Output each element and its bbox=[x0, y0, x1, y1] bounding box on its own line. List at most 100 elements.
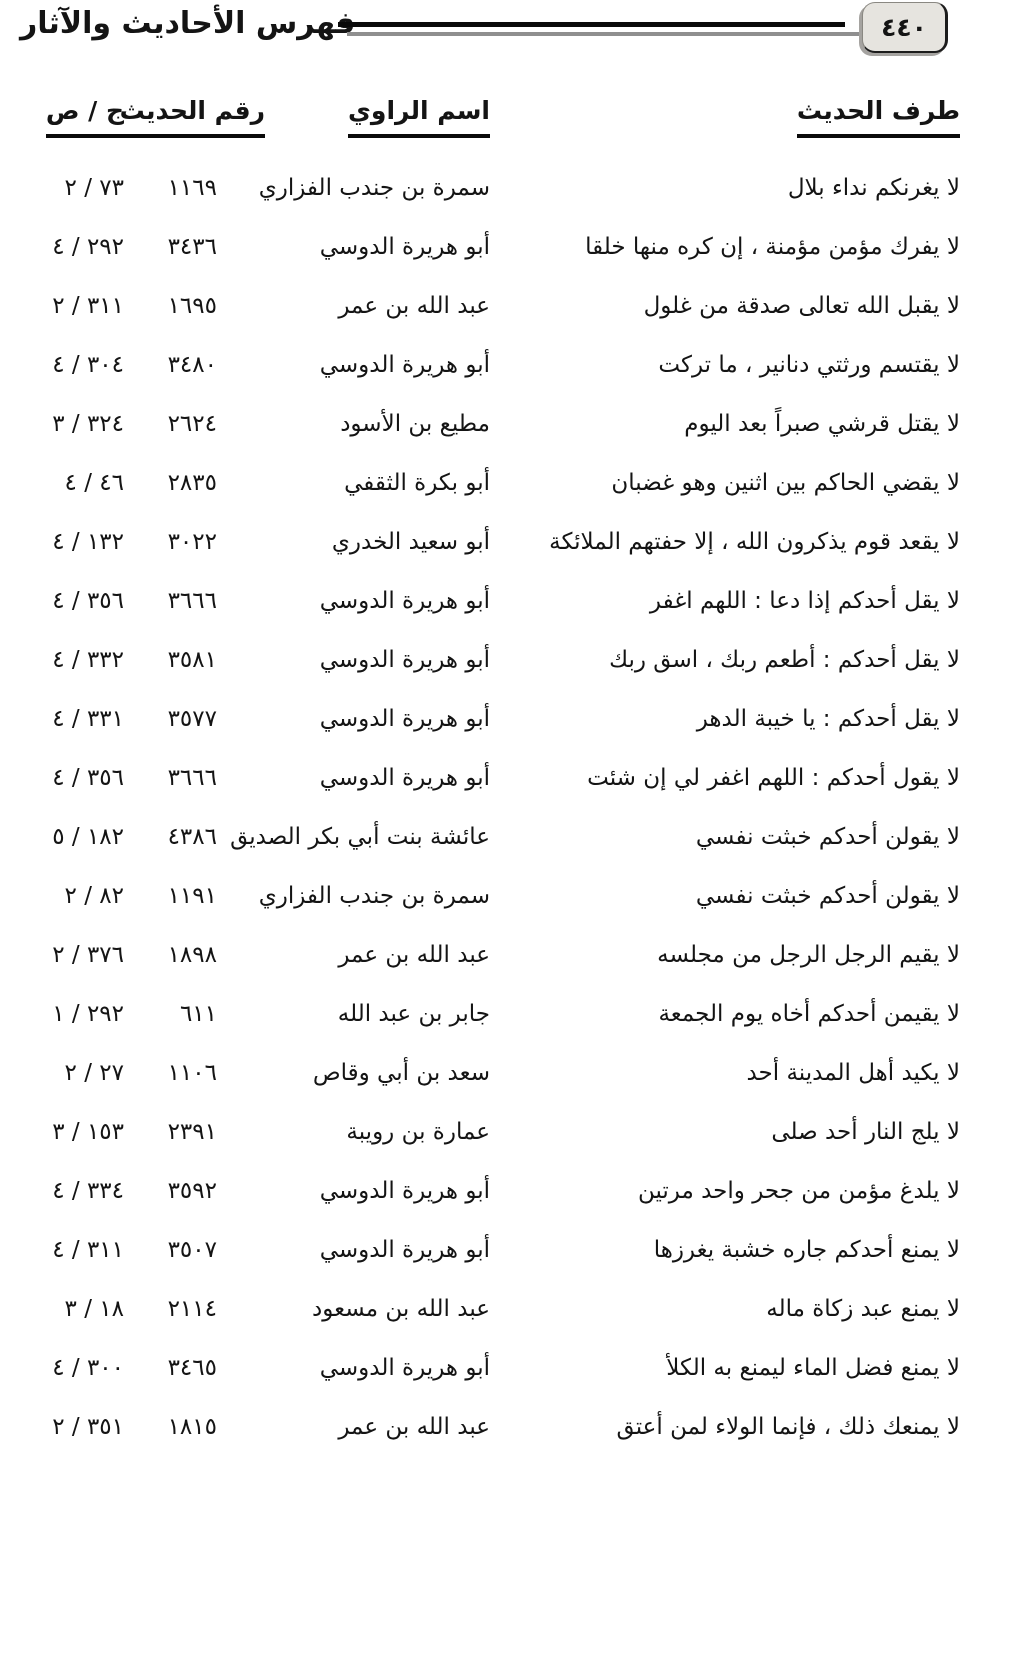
hadith-number-cell: ٤٣٨٦ bbox=[167, 823, 217, 850]
hadith-text-cell: لا يقضي الحاكم بين اثنين وهو غضبان bbox=[611, 469, 960, 496]
hadith-number-cell: ٣٦٦٦ bbox=[167, 587, 217, 614]
narrator-cell: أبو هريرة الدوسي bbox=[319, 1354, 490, 1381]
column-header-hadith: طرف الحديث bbox=[490, 96, 960, 138]
column-header-volume-page: ج / ص bbox=[36, 96, 124, 138]
table-row: لا يقولن أحدكم خبثت نفسي سمرة بن جندب ال… bbox=[0, 866, 1010, 925]
table-row: لا يقيم الرجل الرجل من مجلسه عبد الله بن… bbox=[0, 925, 1010, 984]
table-row: لا يمنع فضل الماء ليمنع به الكلأ أبو هري… bbox=[0, 1338, 1010, 1397]
column-header-narrator: اسم الراوي bbox=[265, 96, 490, 138]
volume-page-cell: ٣١١ / ٢ bbox=[52, 292, 124, 319]
narrator-cell: مطيع بن الأسود bbox=[340, 410, 490, 437]
hadith-text-cell: لا يمنع أحدكم جاره خشبة يغرزها bbox=[653, 1236, 960, 1263]
volume-page-cell: ٣٥١ / ٢ bbox=[52, 1413, 124, 1440]
narrator-cell: أبو هريرة الدوسي bbox=[319, 1177, 490, 1204]
hadith-number-cell: ١١٩١ bbox=[167, 882, 217, 909]
narrator-cell: أبو هريرة الدوسي bbox=[319, 1236, 490, 1263]
table-row: لا يكيد أهل المدينة أحد سعد بن أبي وقاص … bbox=[0, 1043, 1010, 1102]
hadith-number-cell: ٦١١ bbox=[179, 1000, 217, 1027]
table-row: لا يقل أحدكم : يا خيبة الدهر أبو هريرة ا… bbox=[0, 689, 1010, 748]
hadith-number-cell: ٢٣٩١ bbox=[167, 1118, 217, 1145]
table-row: لا يقضي الحاكم بين اثنين وهو غضبان أبو ب… bbox=[0, 453, 1010, 512]
hadith-text-cell: لا يقل أحدكم : يا خيبة الدهر bbox=[696, 705, 960, 732]
volume-page-cell: ٢٩٢ / ١ bbox=[52, 1000, 124, 1027]
hadith-number-cell: ٣٤٦٥ bbox=[167, 1354, 217, 1381]
table-row: لا يمنع أحدكم جاره خشبة يغرزها أبو هريرة… bbox=[0, 1220, 1010, 1279]
hadith-text-cell: لا يقل أحدكم : أطعم ربك ، اسق ربك bbox=[609, 646, 960, 673]
narrator-cell: أبو بكرة الثقفي bbox=[344, 469, 490, 496]
volume-page-cell: ٣٧٦ / ٢ bbox=[52, 941, 124, 968]
narrator-cell: عمارة بن رويبة bbox=[346, 1118, 490, 1145]
hadith-text-cell: لا يكيد أهل المدينة أحد bbox=[746, 1059, 960, 1086]
volume-page-cell: ٣٥٦ / ٤ bbox=[52, 587, 124, 614]
hadith-text-cell: لا يقتل قرشي صبراً بعد اليوم bbox=[684, 410, 960, 437]
hadith-text-cell: لا يقولن أحدكم خبثت نفسي bbox=[695, 882, 960, 909]
hadith-text-cell: لا يقل أحدكم إذا دعا : اللهم اغفر bbox=[649, 587, 960, 614]
hadith-text-cell: لا يمنع عبد زكاة ماله bbox=[766, 1295, 960, 1322]
hadith-text-cell: لا يفرك مؤمن مؤمنة ، إن كره منها خلقا bbox=[585, 233, 960, 260]
volume-page-cell: ٣٢٤ / ٣ bbox=[52, 410, 124, 437]
table-row: لا يقتل قرشي صبراً بعد اليوم مطيع بن الأ… bbox=[0, 394, 1010, 453]
header-rule-black bbox=[338, 22, 845, 27]
volume-page-cell: ٣١١ / ٤ bbox=[52, 1236, 124, 1263]
table-row: لا يقولن أحدكم خبثت نفسي عائشة بنت أبي ب… bbox=[0, 807, 1010, 866]
hadith-text-cell: لا يقولن أحدكم خبثت نفسي bbox=[695, 823, 960, 850]
narrator-cell: أبو هريرة الدوسي bbox=[319, 646, 490, 673]
hadith-text-cell: لا يمنع فضل الماء ليمنع به الكلأ bbox=[666, 1354, 960, 1381]
hadith-number-cell: ٣٥٩٢ bbox=[167, 1177, 217, 1204]
table-row: لا يفرك مؤمن مؤمنة ، إن كره منها خلقا أب… bbox=[0, 217, 1010, 276]
table-row: لا يقل أحدكم : أطعم ربك ، اسق ربك أبو هر… bbox=[0, 630, 1010, 689]
narrator-cell: عبد الله بن مسعود bbox=[312, 1295, 490, 1322]
hadith-text-cell: لا يقبل الله تعالى صدقة من غلول bbox=[643, 292, 960, 319]
volume-page-cell: ٣٠٠ / ٤ bbox=[52, 1354, 124, 1381]
volume-page-cell: ٣٥٦ / ٤ bbox=[52, 764, 124, 791]
table-row: لا يقول أحدكم : اللهم اغفر لي إن شئت أبو… bbox=[0, 748, 1010, 807]
volume-page-cell: ٨٢ / ٢ bbox=[64, 882, 124, 909]
hadith-number-cell: ٣٤٣٦ bbox=[167, 233, 217, 260]
volume-page-cell: ٣٣٢ / ٤ bbox=[52, 646, 124, 673]
volume-page-cell: ١٥٣ / ٣ bbox=[52, 1118, 124, 1145]
hadith-number-cell: ١٦٩٥ bbox=[167, 292, 217, 319]
hadith-text-cell: لا يقول أحدكم : اللهم اغفر لي إن شئت bbox=[587, 764, 960, 791]
hadith-text-cell: لا يقعد قوم يذكرون الله ، إلا حفتهم المل… bbox=[549, 528, 960, 555]
page-number: ٤٤٠ bbox=[881, 12, 927, 42]
table-row: لا يمنعك ذلك ، فإنما الولاء لمن أعتق عبد… bbox=[0, 1397, 1010, 1456]
volume-page-cell: ٢٩٢ / ٤ bbox=[52, 233, 124, 260]
hadith-number-cell: ٣٥٨١ bbox=[167, 646, 217, 673]
hadith-number-cell: ١٨١٥ bbox=[167, 1413, 217, 1440]
hadith-number-cell: ١١٦٩ bbox=[167, 174, 217, 201]
volume-page-cell: ٣٣٤ / ٤ bbox=[52, 1177, 124, 1204]
narrator-cell: أبو هريرة الدوسي bbox=[319, 233, 490, 260]
volume-page-cell: ٢٧ / ٢ bbox=[64, 1059, 124, 1086]
hadith-text-cell: لا يقيمن أحدكم أخاه يوم الجمعة bbox=[658, 1000, 960, 1027]
hadith-text-cell: لا يقتسم ورثتي دنانير ، ما تركت bbox=[658, 351, 960, 378]
hadith-number-cell: ٢١١٤ bbox=[167, 1295, 217, 1322]
hadith-text-cell: لا يلج النار أحد صلى bbox=[771, 1118, 960, 1145]
hadith-number-cell: ١٨٩٨ bbox=[167, 941, 217, 968]
page-number-badge: ٤٤٠ bbox=[862, 2, 948, 53]
table-row: لا يلج النار أحد صلى عمارة بن رويبة ٢٣٩١… bbox=[0, 1102, 1010, 1161]
narrator-cell: عبد الله بن عمر bbox=[338, 941, 490, 968]
hadith-number-cell: ٢٦٢٤ bbox=[167, 410, 217, 437]
table-row: لا يقبل الله تعالى صدقة من غلول عبد الله… bbox=[0, 276, 1010, 335]
hadith-text-cell: لا يغرنكم نداء بلال bbox=[787, 174, 960, 201]
table-row: لا يقعد قوم يذكرون الله ، إلا حفتهم المل… bbox=[0, 512, 1010, 571]
header-rule-gray bbox=[347, 32, 860, 36]
volume-page-cell: ١٣٢ / ٤ bbox=[52, 528, 124, 555]
hadith-number-cell: ٢٨٣٥ bbox=[167, 469, 217, 496]
narrator-cell: أبو هريرة الدوسي bbox=[319, 351, 490, 378]
narrator-cell: أبو سعيد الخدري bbox=[331, 528, 490, 555]
table-row: لا يلدغ مؤمن من جحر واحد مرتين أبو هريرة… bbox=[0, 1161, 1010, 1220]
table-row: لا يمنع عبد زكاة ماله عبد الله بن مسعود … bbox=[0, 1279, 1010, 1338]
narrator-cell: أبو هريرة الدوسي bbox=[319, 587, 490, 614]
narrator-cell: أبو هريرة الدوسي bbox=[319, 705, 490, 732]
narrator-cell: عائشة بنت أبي بكر الصديق bbox=[230, 823, 490, 850]
hadith-number-cell: ٣٤٨٠ bbox=[167, 351, 217, 378]
hadith-number-cell: ٣٠٢٢ bbox=[167, 528, 217, 555]
volume-page-cell: ١٨٢ / ٥ bbox=[52, 823, 124, 850]
hadith-text-cell: لا يمنعك ذلك ، فإنما الولاء لمن أعتق bbox=[616, 1413, 960, 1440]
table-row: لا يقل أحدكم إذا دعا : اللهم اغفر أبو هر… bbox=[0, 571, 1010, 630]
volume-page-cell: ١٨ / ٣ bbox=[64, 1295, 124, 1322]
hadith-number-cell: ٣٥٧٧ bbox=[167, 705, 217, 732]
volume-page-cell: ٧٣ / ٢ bbox=[64, 174, 124, 201]
volume-page-cell: ٣٣١ / ٤ bbox=[52, 705, 124, 732]
